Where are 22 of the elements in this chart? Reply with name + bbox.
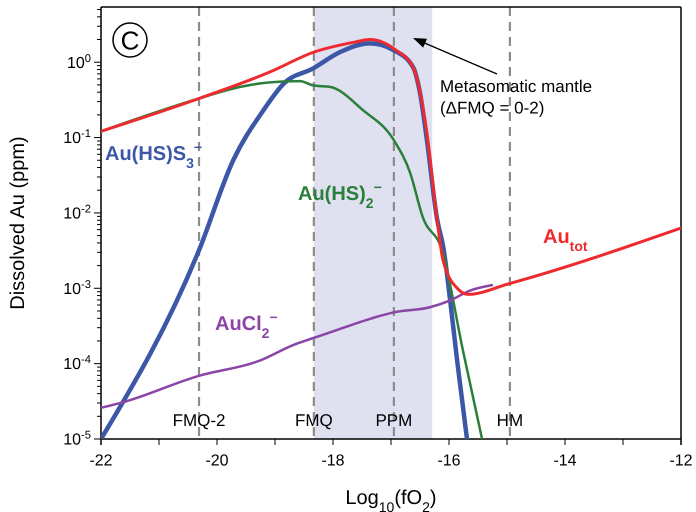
y-tick-label: 10$^{-5}$ [63, 430, 91, 449]
x-tick-label: -12 [669, 452, 693, 470]
y-tick-label: 10$^{-2}$ [63, 204, 91, 223]
y-tick-label: 10$^{-3}$ [63, 278, 91, 298]
annotation: C [120, 25, 140, 56]
y-tick-label: 10$^{0}$ [66, 52, 91, 72]
ref-line-label: FMQ [294, 411, 333, 430]
series-label: Au$_{tot}$ [543, 226, 588, 254]
band-label: Metasomatic mantle (ΔFMQ = 0-2) [440, 77, 592, 118]
x-axis-title: Log$_{10}$(fO$_{2}$) [345, 487, 437, 512]
ref-line-label: PPM [375, 411, 412, 430]
y-axis-title: Dissolved Au (ppm) [7, 136, 29, 310]
line-series [101, 284, 494, 409]
ref-line-label: FMQ-2 [172, 411, 226, 430]
x-tick-label: -18 [321, 452, 345, 470]
ref-line-label: HM [496, 411, 524, 430]
x-tick-label: -22 [89, 452, 113, 470]
y-tick-label: 10$^{-4}$ [63, 354, 91, 374]
x-tick-label: -20 [205, 452, 229, 470]
x-tick-label: -14 [553, 452, 577, 470]
x-tick-label: -16 [437, 452, 461, 470]
y-tick-label: 10$^{-1}$ [63, 128, 91, 148]
